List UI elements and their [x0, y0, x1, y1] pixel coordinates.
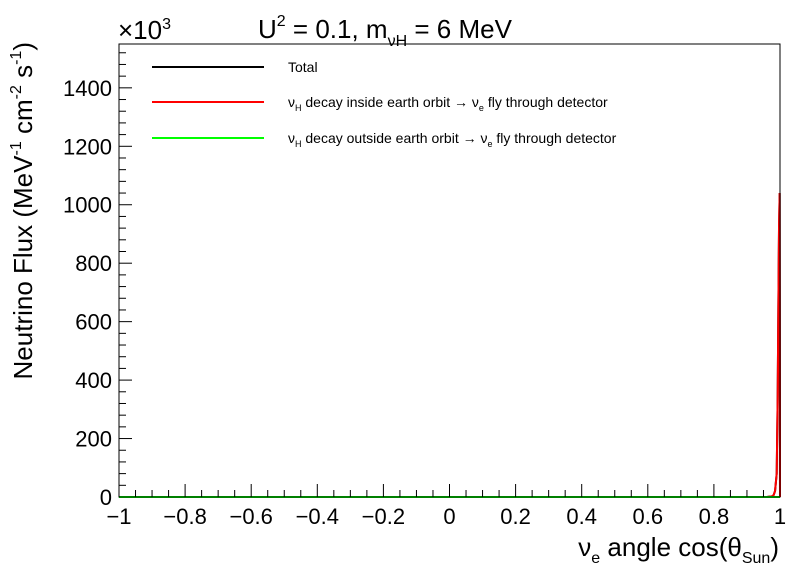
x-tick-label: −0.4 — [296, 504, 339, 529]
y-tick-label: 1400 — [63, 76, 112, 101]
y-axis-multiplier: ×103 — [118, 15, 171, 45]
x-tick-label: 0.4 — [566, 504, 597, 529]
x-tick-label: −0.8 — [163, 504, 206, 529]
x-tick-label: −0.2 — [362, 504, 405, 529]
x-tick-label: 0 — [443, 504, 455, 529]
y-tick-label: 400 — [75, 368, 112, 393]
x-tick-label: 0.6 — [633, 504, 664, 529]
axis-ticks: −1 −0.8 −0.6 −0.4 −0.2 0 0.2 0.4 0.6 0.8 1 0 200 400 6… — [63, 52, 786, 529]
y-tick-label: 0 — [100, 485, 112, 510]
x-tick-label: 0.8 — [699, 504, 730, 529]
x-tick-label: −0.6 — [229, 504, 272, 529]
x-tick-label: 1 — [774, 504, 786, 529]
x-tick-label: 0.2 — [500, 504, 531, 529]
legend-label-inside: νH decay inside earth orbit → νe fly thr… — [288, 94, 608, 113]
legend: Total νH decay inside earth orbit → νe fl… — [152, 59, 617, 149]
y-tick-label: 800 — [75, 251, 112, 276]
y-axis-label: Neutrino Flux (MeV-1 cm-2 s-1) — [8, 42, 38, 379]
y-tick-label: 1200 — [63, 134, 112, 159]
x-tick-label: −1 — [106, 504, 131, 529]
legend-label-outside: νH decay outside earth orbit → νe fly th… — [288, 130, 617, 149]
y-tick-label: 1000 — [63, 193, 112, 218]
x-axis-label: νe angle cos(θSun) — [578, 532, 779, 567]
y-tick-label: 200 — [75, 427, 112, 452]
chart-title: U2 = 0.1, mνH = 6 MeV — [258, 13, 513, 50]
legend-label-total: Total — [288, 59, 318, 75]
y-tick-label: 600 — [75, 310, 112, 335]
